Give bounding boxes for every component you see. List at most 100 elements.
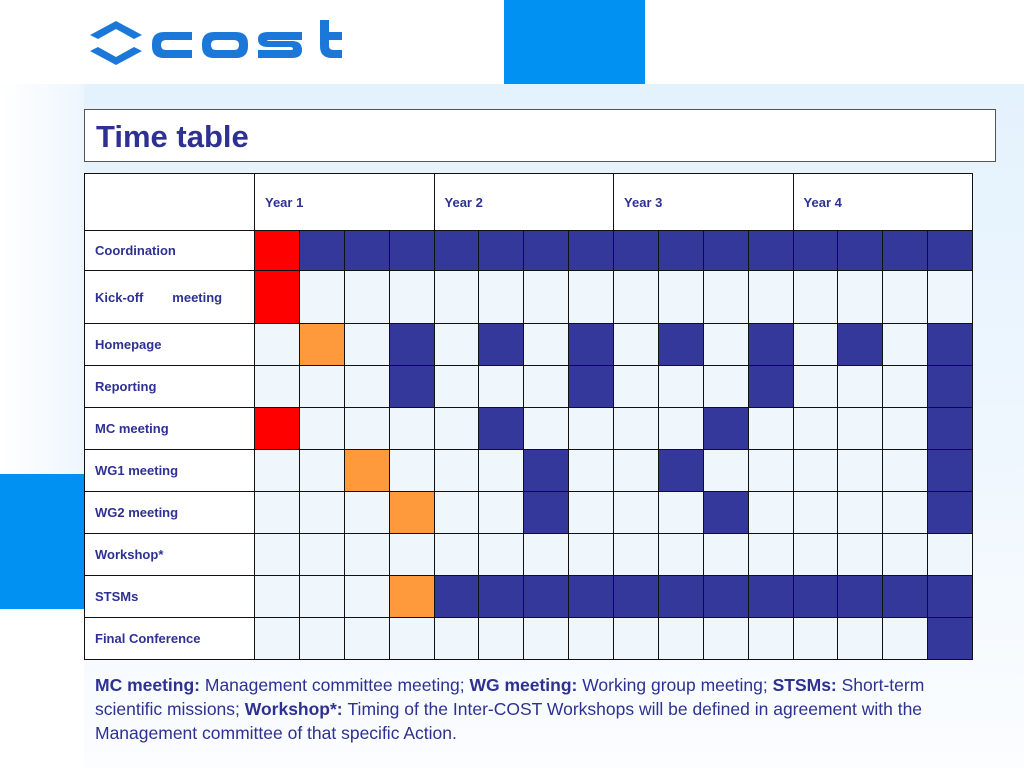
cost-logo-icon [90, 20, 342, 65]
schedule-cell-orange [298, 323, 345, 366]
table-row: Coordination [84, 230, 974, 271]
schedule-cell-empty [298, 533, 345, 576]
schedule-cell-empty [388, 270, 435, 324]
schedule-cell-empty [657, 270, 704, 324]
schedule-cell-empty [837, 617, 884, 660]
background-gradient-left [0, 84, 84, 474]
schedule-cell-empty [792, 407, 839, 450]
schedule-cell-empty [837, 491, 884, 534]
schedule-cell-empty [343, 617, 390, 660]
row-label: WG1 meeting [84, 449, 255, 492]
schedule-cell-empty [298, 365, 345, 408]
schedule-cell-empty [523, 533, 570, 576]
table-row: WG2 meeting [84, 491, 974, 534]
row-label: Coordination [84, 230, 255, 271]
table-row: Reporting [84, 365, 974, 408]
schedule-cell-navy [613, 230, 659, 271]
schedule-cell-navy [568, 575, 615, 618]
time-table: Year 1 Year 2 Year 3 Year 4 Coordination Kick… [84, 173, 974, 660]
year-header-3: Year 3 [613, 173, 794, 231]
schedule-cell-empty [298, 491, 345, 534]
table-corner-cell [84, 173, 255, 231]
year-header-1: Year 1 [254, 173, 435, 231]
schedule-cell-navy [478, 230, 525, 271]
title-box: Time table [84, 109, 996, 162]
schedule-cell-empty [747, 270, 794, 324]
schedule-cell-empty [882, 323, 929, 366]
schedule-cell-empty [613, 365, 659, 408]
schedule-cell-navy [747, 575, 794, 618]
schedule-cell-empty [882, 491, 929, 534]
page-title: Time table [96, 119, 249, 154]
schedule-cell-empty [388, 533, 435, 576]
schedule-cell-empty [433, 407, 480, 450]
schedule-cell-empty [702, 449, 749, 492]
schedule-cell-empty [254, 449, 300, 492]
table-row: MC meeting [84, 407, 974, 450]
schedule-cell-empty [747, 617, 794, 660]
schedule-cell-empty [747, 533, 794, 576]
footnote-term: MC meeting: [95, 675, 205, 695]
schedule-cell-orange [388, 575, 435, 618]
table-row: Workshop* [84, 533, 974, 576]
schedule-cell-empty [254, 617, 300, 660]
schedule-cell-empty [298, 449, 345, 492]
table-row: Final Conference [84, 617, 974, 660]
footnote-term: WG meeting: [469, 675, 583, 695]
schedule-cell-empty [882, 533, 929, 576]
schedule-cell-navy [927, 407, 974, 450]
schedule-cell-empty [747, 407, 794, 450]
schedule-cell-empty [792, 270, 839, 324]
schedule-cell-empty [343, 407, 390, 450]
schedule-cell-navy [388, 323, 435, 366]
schedule-cell-navy [657, 323, 704, 366]
schedule-cell-empty [882, 407, 929, 450]
row-label: MC meeting [84, 407, 255, 450]
schedule-cell-orange [343, 449, 390, 492]
schedule-cell-navy [927, 575, 974, 618]
row-label: Reporting [84, 365, 255, 408]
schedule-cell-navy [613, 575, 659, 618]
footnote-term: Workshop*: [244, 699, 348, 719]
schedule-cell-empty [343, 270, 390, 324]
schedule-cell-empty [837, 270, 884, 324]
schedule-cell-empty [613, 491, 659, 534]
year-header-4: Year 4 [792, 173, 974, 231]
schedule-cell-empty [792, 533, 839, 576]
schedule-cell-navy [882, 230, 929, 271]
schedule-cell-empty [523, 323, 570, 366]
schedule-cell-empty [254, 491, 300, 534]
schedule-cell-empty [747, 449, 794, 492]
table-row: Homepage [84, 323, 974, 366]
footnote-definition: Working group meeting; [582, 675, 773, 695]
schedule-cell-navy [792, 575, 839, 618]
schedule-cell-empty [388, 617, 435, 660]
year-header-2: Year 2 [433, 173, 615, 231]
schedule-cell-empty [882, 365, 929, 408]
schedule-cell-navy [523, 491, 570, 534]
row-label: Homepage [84, 323, 255, 366]
schedule-cell-empty [702, 617, 749, 660]
schedule-cell-empty [882, 270, 929, 324]
schedule-cell-empty [837, 533, 884, 576]
schedule-cell-empty [433, 617, 480, 660]
schedule-cell-red [254, 407, 300, 450]
schedule-cell-empty [747, 491, 794, 534]
schedule-cell-navy [433, 230, 480, 271]
schedule-cell-empty [254, 575, 300, 618]
row-label: STSMs [84, 575, 255, 618]
schedule-cell-empty [702, 533, 749, 576]
footnote-legend: MC meeting: Management committee meeting… [95, 673, 975, 745]
schedule-cell-navy [747, 323, 794, 366]
schedule-cell-empty [792, 449, 839, 492]
schedule-cell-navy [927, 323, 974, 366]
schedule-cell-empty [613, 449, 659, 492]
schedule-cell-empty [837, 407, 884, 450]
schedule-cell-empty [388, 407, 435, 450]
schedule-cell-navy [523, 575, 570, 618]
schedule-cell-empty [882, 449, 929, 492]
schedule-cell-empty [702, 270, 749, 324]
schedule-cell-empty [657, 407, 704, 450]
schedule-cell-navy [478, 407, 525, 450]
schedule-cell-empty [254, 533, 300, 576]
